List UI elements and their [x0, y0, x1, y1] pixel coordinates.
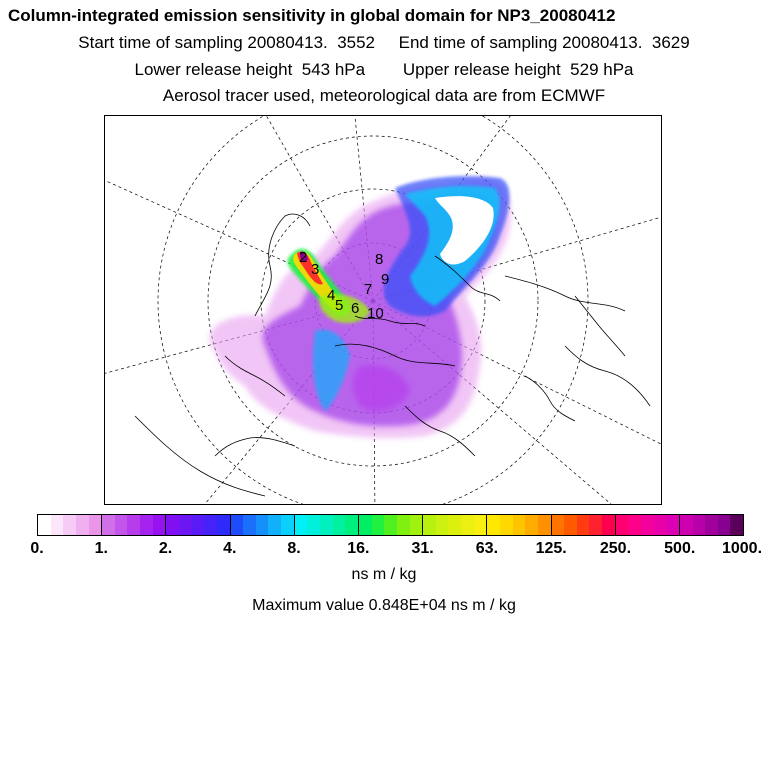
colorbar-swatch [166, 515, 180, 535]
colorbar-swatch [666, 515, 679, 535]
colorbar-tick-label: 250. [599, 540, 632, 557]
colorbar-swatch [640, 515, 654, 535]
colorbar-tick-label: 8. [287, 540, 301, 557]
colorbar-swatch [140, 515, 153, 535]
colorbar-segment [294, 515, 359, 535]
colorbar-segment [615, 515, 680, 535]
colorbar-swatch [50, 515, 64, 535]
max-value-text: Maximum value 0.848E+04 ns m / kg [252, 597, 516, 614]
colorbar-swatch [204, 515, 217, 535]
colorbar-swatch [384, 515, 397, 535]
marker-10: 10 [367, 305, 384, 322]
colorbar-segment [38, 515, 103, 535]
colorbar-swatch [564, 515, 577, 535]
marker-7: 7 [364, 281, 372, 298]
marker-8: 8 [375, 251, 383, 268]
colorbar-tick-label: 63. [475, 540, 499, 557]
colorbar-segment [679, 515, 744, 535]
colorbar-swatch [679, 515, 693, 535]
colorbar-swatch [692, 515, 706, 535]
colorbar-swatch [255, 515, 269, 535]
colorbar-swatch [628, 515, 641, 535]
colorbar-swatch [38, 515, 51, 535]
colorbar-segment [102, 515, 167, 535]
colorbar-swatch [512, 515, 526, 535]
colorbar-swatch [332, 515, 346, 535]
marker-5: 5 [335, 297, 343, 314]
colorbar-swatch [705, 515, 718, 535]
colorbar-swatch [537, 515, 551, 535]
colorbar-segment [358, 515, 424, 535]
colorbar-swatch [461, 515, 474, 535]
sensitivity-plume [209, 176, 511, 439]
marker-4: 4 [327, 287, 335, 304]
colorbar-swatch [423, 515, 436, 535]
colorbar-tick-label: 4. [223, 540, 237, 557]
colorbar-swatch [448, 515, 462, 535]
colorbar-swatch [717, 515, 731, 535]
colorbar [37, 514, 744, 536]
colorbar-swatch [589, 515, 603, 535]
colorbar-swatch [88, 515, 102, 535]
colorbar-swatch [294, 515, 308, 535]
colorbar-tick-label: 500. [664, 540, 696, 557]
colorbar-swatch [191, 515, 205, 535]
coastlines [134, 213, 651, 497]
colorbar-swatch [152, 515, 166, 535]
colorbar-swatch [435, 515, 449, 535]
colorbar-swatch [63, 515, 76, 535]
colorbar-tick-label: 1000. [721, 540, 763, 557]
colorbar-swatch [358, 515, 372, 535]
colorbar-swatch [396, 515, 410, 535]
colorbar-swatch [102, 515, 115, 535]
colorbar-swatch [307, 515, 321, 535]
colorbar-swatch [730, 515, 744, 535]
data-source-line: Aerosol tracer used, meteorological data… [162, 86, 606, 105]
colorbar-tick-label: 1. [94, 540, 108, 557]
map-svg: 2 3 4 5 6 7 8 9 10 [105, 116, 661, 504]
colorbar-segment [166, 515, 231, 535]
colorbar-swatch [615, 515, 629, 535]
colorbar-swatch [345, 515, 358, 535]
colorbar-swatch [75, 515, 89, 535]
marker-3: 3 [311, 261, 319, 278]
colorbar-swatch [230, 515, 244, 535]
sampling-time-line: Start time of sampling 20080413. 3552 En… [78, 33, 690, 52]
colorbar-swatch [525, 515, 538, 535]
units-label: ns m / kg [351, 566, 417, 583]
colorbar-swatch [499, 515, 513, 535]
colorbar-swatch [653, 515, 667, 535]
marker-2: 2 [299, 249, 307, 266]
colorbar-swatch [179, 515, 192, 535]
colorbar-tick-label: 16. [347, 540, 370, 557]
colorbar-tick-label: 125. [535, 540, 567, 557]
colorbar-segment [487, 515, 552, 535]
marker-6: 6 [351, 300, 359, 317]
colorbar-segment [230, 515, 295, 535]
colorbar-swatch [487, 515, 500, 535]
polar-map: 2 3 4 5 6 7 8 9 10 [104, 115, 662, 505]
plume-markers: 2 3 4 5 6 7 8 9 10 [299, 249, 389, 322]
colorbar-swatch [114, 515, 128, 535]
colorbar-swatch [409, 515, 423, 535]
colorbar-swatch [576, 515, 590, 535]
colorbar-swatch [473, 515, 487, 535]
colorbar-swatch [602, 515, 615, 535]
plot-title: Column-integrated emission sensitivity i… [8, 6, 616, 25]
colorbar-tick-label: 0. [30, 540, 44, 557]
colorbar-swatch [243, 515, 256, 535]
colorbar-segment [423, 515, 488, 535]
colorbar-swatch [281, 515, 294, 535]
colorbar-swatch [268, 515, 282, 535]
colorbar-swatch [320, 515, 333, 535]
colorbar-segment [551, 515, 616, 535]
colorbar-swatch [371, 515, 385, 535]
release-height-line: Lower release height 543 hPa Upper relea… [134, 60, 634, 79]
colorbar-swatch [216, 515, 230, 535]
colorbar-swatch [127, 515, 141, 535]
colorbar-swatch [551, 515, 565, 535]
colorbar-tick-label: 2. [158, 540, 173, 557]
marker-9: 9 [381, 271, 389, 288]
colorbar-tick-label: 31. [411, 540, 434, 557]
